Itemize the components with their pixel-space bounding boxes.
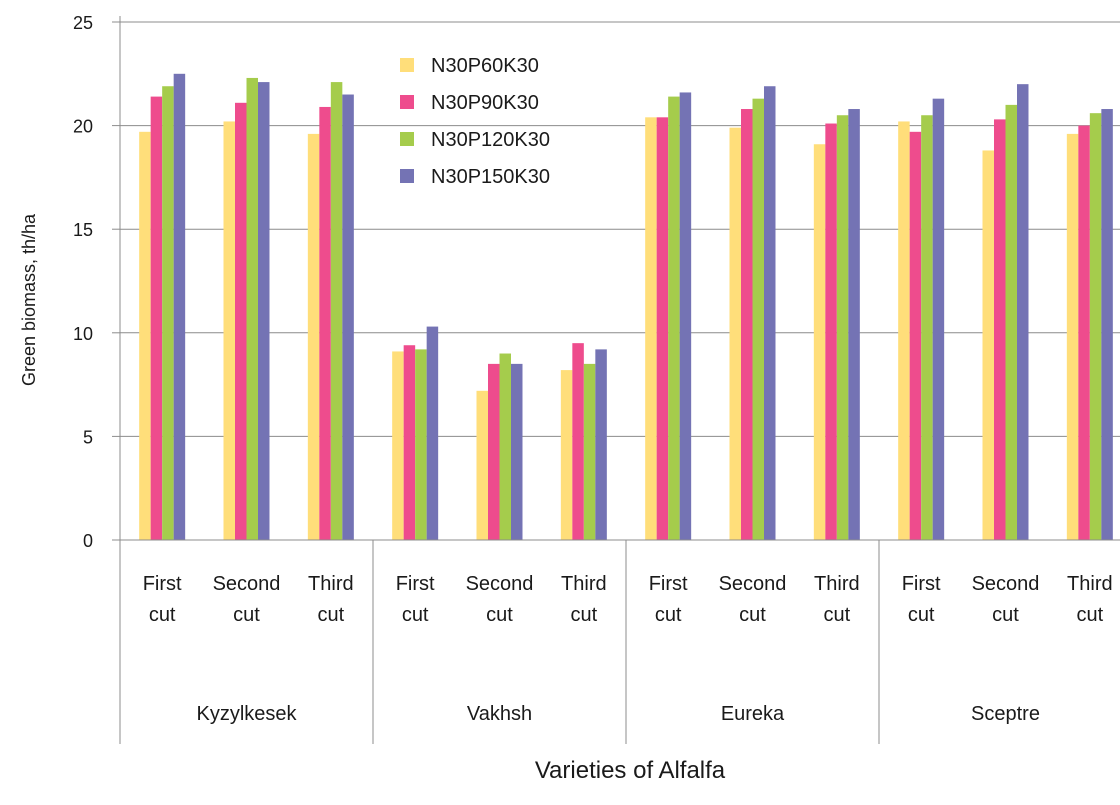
bar: [162, 86, 174, 541]
x-category-label: cut: [149, 604, 176, 626]
bar: [583, 363, 596, 540]
y-tick-label: 20: [73, 117, 93, 137]
legend-label: N30P60K30: [431, 55, 539, 77]
bar: [1089, 113, 1102, 540]
legend-swatch: [400, 169, 414, 183]
x-category-label: cut: [317, 604, 344, 626]
bar: [572, 343, 584, 540]
bar: [741, 109, 753, 541]
x-category-label: cut: [570, 604, 597, 626]
legend-swatch: [400, 58, 414, 72]
bar: [1101, 109, 1113, 541]
bar: [150, 96, 163, 540]
bar: [403, 345, 416, 540]
bar: [499, 353, 511, 540]
bar: [139, 131, 151, 541]
bar: [825, 123, 837, 540]
bar: [258, 82, 270, 540]
legend-label: N30P150K30: [431, 166, 550, 188]
x-category-label: Third: [814, 573, 860, 595]
bar: [679, 92, 692, 540]
bar: [246, 77, 258, 540]
bar: [729, 127, 741, 540]
x-group-label: Vakhsh: [467, 703, 532, 725]
y-tick-label: 0: [83, 531, 93, 551]
bar: [1005, 104, 1017, 540]
bar: [415, 349, 427, 540]
bar: [173, 73, 186, 541]
bar: [668, 96, 680, 540]
bar: [476, 390, 488, 540]
y-axis-title: Green biomass, th/ha: [19, 213, 39, 386]
x-category-label: cut: [402, 604, 429, 626]
bar: [1066, 133, 1079, 540]
legend: N30P60K30 N30P90K30 N30P120K30 N30P150K30: [400, 55, 550, 188]
legend-swatch: [400, 132, 414, 146]
x-category-label: cut: [739, 604, 766, 626]
x-category-label: cut: [233, 604, 260, 626]
bar: [656, 117, 669, 540]
bar: [921, 115, 933, 541]
y-tick-label: 5: [83, 427, 93, 447]
x-category-label: First: [396, 573, 435, 595]
x-category-label: cut: [486, 604, 513, 626]
legend-label: N30P90K30: [431, 92, 539, 114]
bar: [342, 94, 354, 541]
bar: [752, 98, 764, 540]
x-category-label: Second: [466, 573, 534, 595]
bar: [488, 363, 500, 540]
x-category-label: First: [902, 573, 941, 595]
x-category-label: cut: [823, 604, 850, 626]
y-tick-label: 15: [73, 220, 93, 240]
y-axis: 0 5 10 15 20 25: [73, 13, 121, 551]
bar: [932, 98, 945, 540]
bar: [223, 121, 235, 541]
bar: [426, 326, 439, 540]
y-tick-label: 10: [73, 324, 93, 344]
x-category-label: Third: [308, 573, 354, 595]
y-tick-label: 25: [73, 13, 93, 33]
bar: [764, 86, 776, 541]
x-category-label: Third: [561, 573, 607, 595]
x-category-label: First: [649, 573, 688, 595]
bar: [848, 109, 860, 541]
bar: [813, 144, 826, 541]
gridlines: [120, 21, 1120, 437]
legend-label: N30P120K30: [431, 129, 550, 151]
bar: [836, 115, 849, 541]
x-group-label: Sceptre: [971, 703, 1040, 725]
bars: [139, 73, 1113, 541]
bar: [330, 82, 343, 540]
x-group-label: Kyzylkesek: [196, 703, 297, 725]
bar: [1078, 125, 1090, 540]
bar: [645, 117, 657, 540]
x-category-label: cut: [908, 604, 935, 626]
bar: [392, 351, 404, 540]
x-axis-title: Varieties of Alfalfa: [535, 757, 726, 784]
x-category-label: cut: [655, 604, 682, 626]
bar: [307, 133, 320, 540]
bar: [898, 121, 910, 541]
x-group-label: Eureka: [721, 703, 785, 725]
x-category-label: cut: [992, 604, 1019, 626]
bar: [994, 119, 1006, 540]
x-category-label: First: [143, 573, 182, 595]
x-category-label: cut: [1076, 604, 1103, 626]
bar: [560, 370, 573, 540]
x-axis: First cut Second cut Third cut Kyzylkesek First…: [119, 539, 1120, 744]
bar: [909, 131, 922, 541]
x-category-label: Second: [972, 573, 1040, 595]
bar: [511, 363, 523, 540]
bar: [982, 150, 994, 541]
bar: [595, 349, 607, 540]
bar: [235, 102, 247, 541]
x-category-label: Second: [213, 573, 281, 595]
x-category-label: Third: [1067, 573, 1113, 595]
legend-swatch: [400, 95, 414, 109]
x-category-label: Second: [719, 573, 787, 595]
bar: [1017, 84, 1029, 540]
bar: [319, 106, 331, 541]
